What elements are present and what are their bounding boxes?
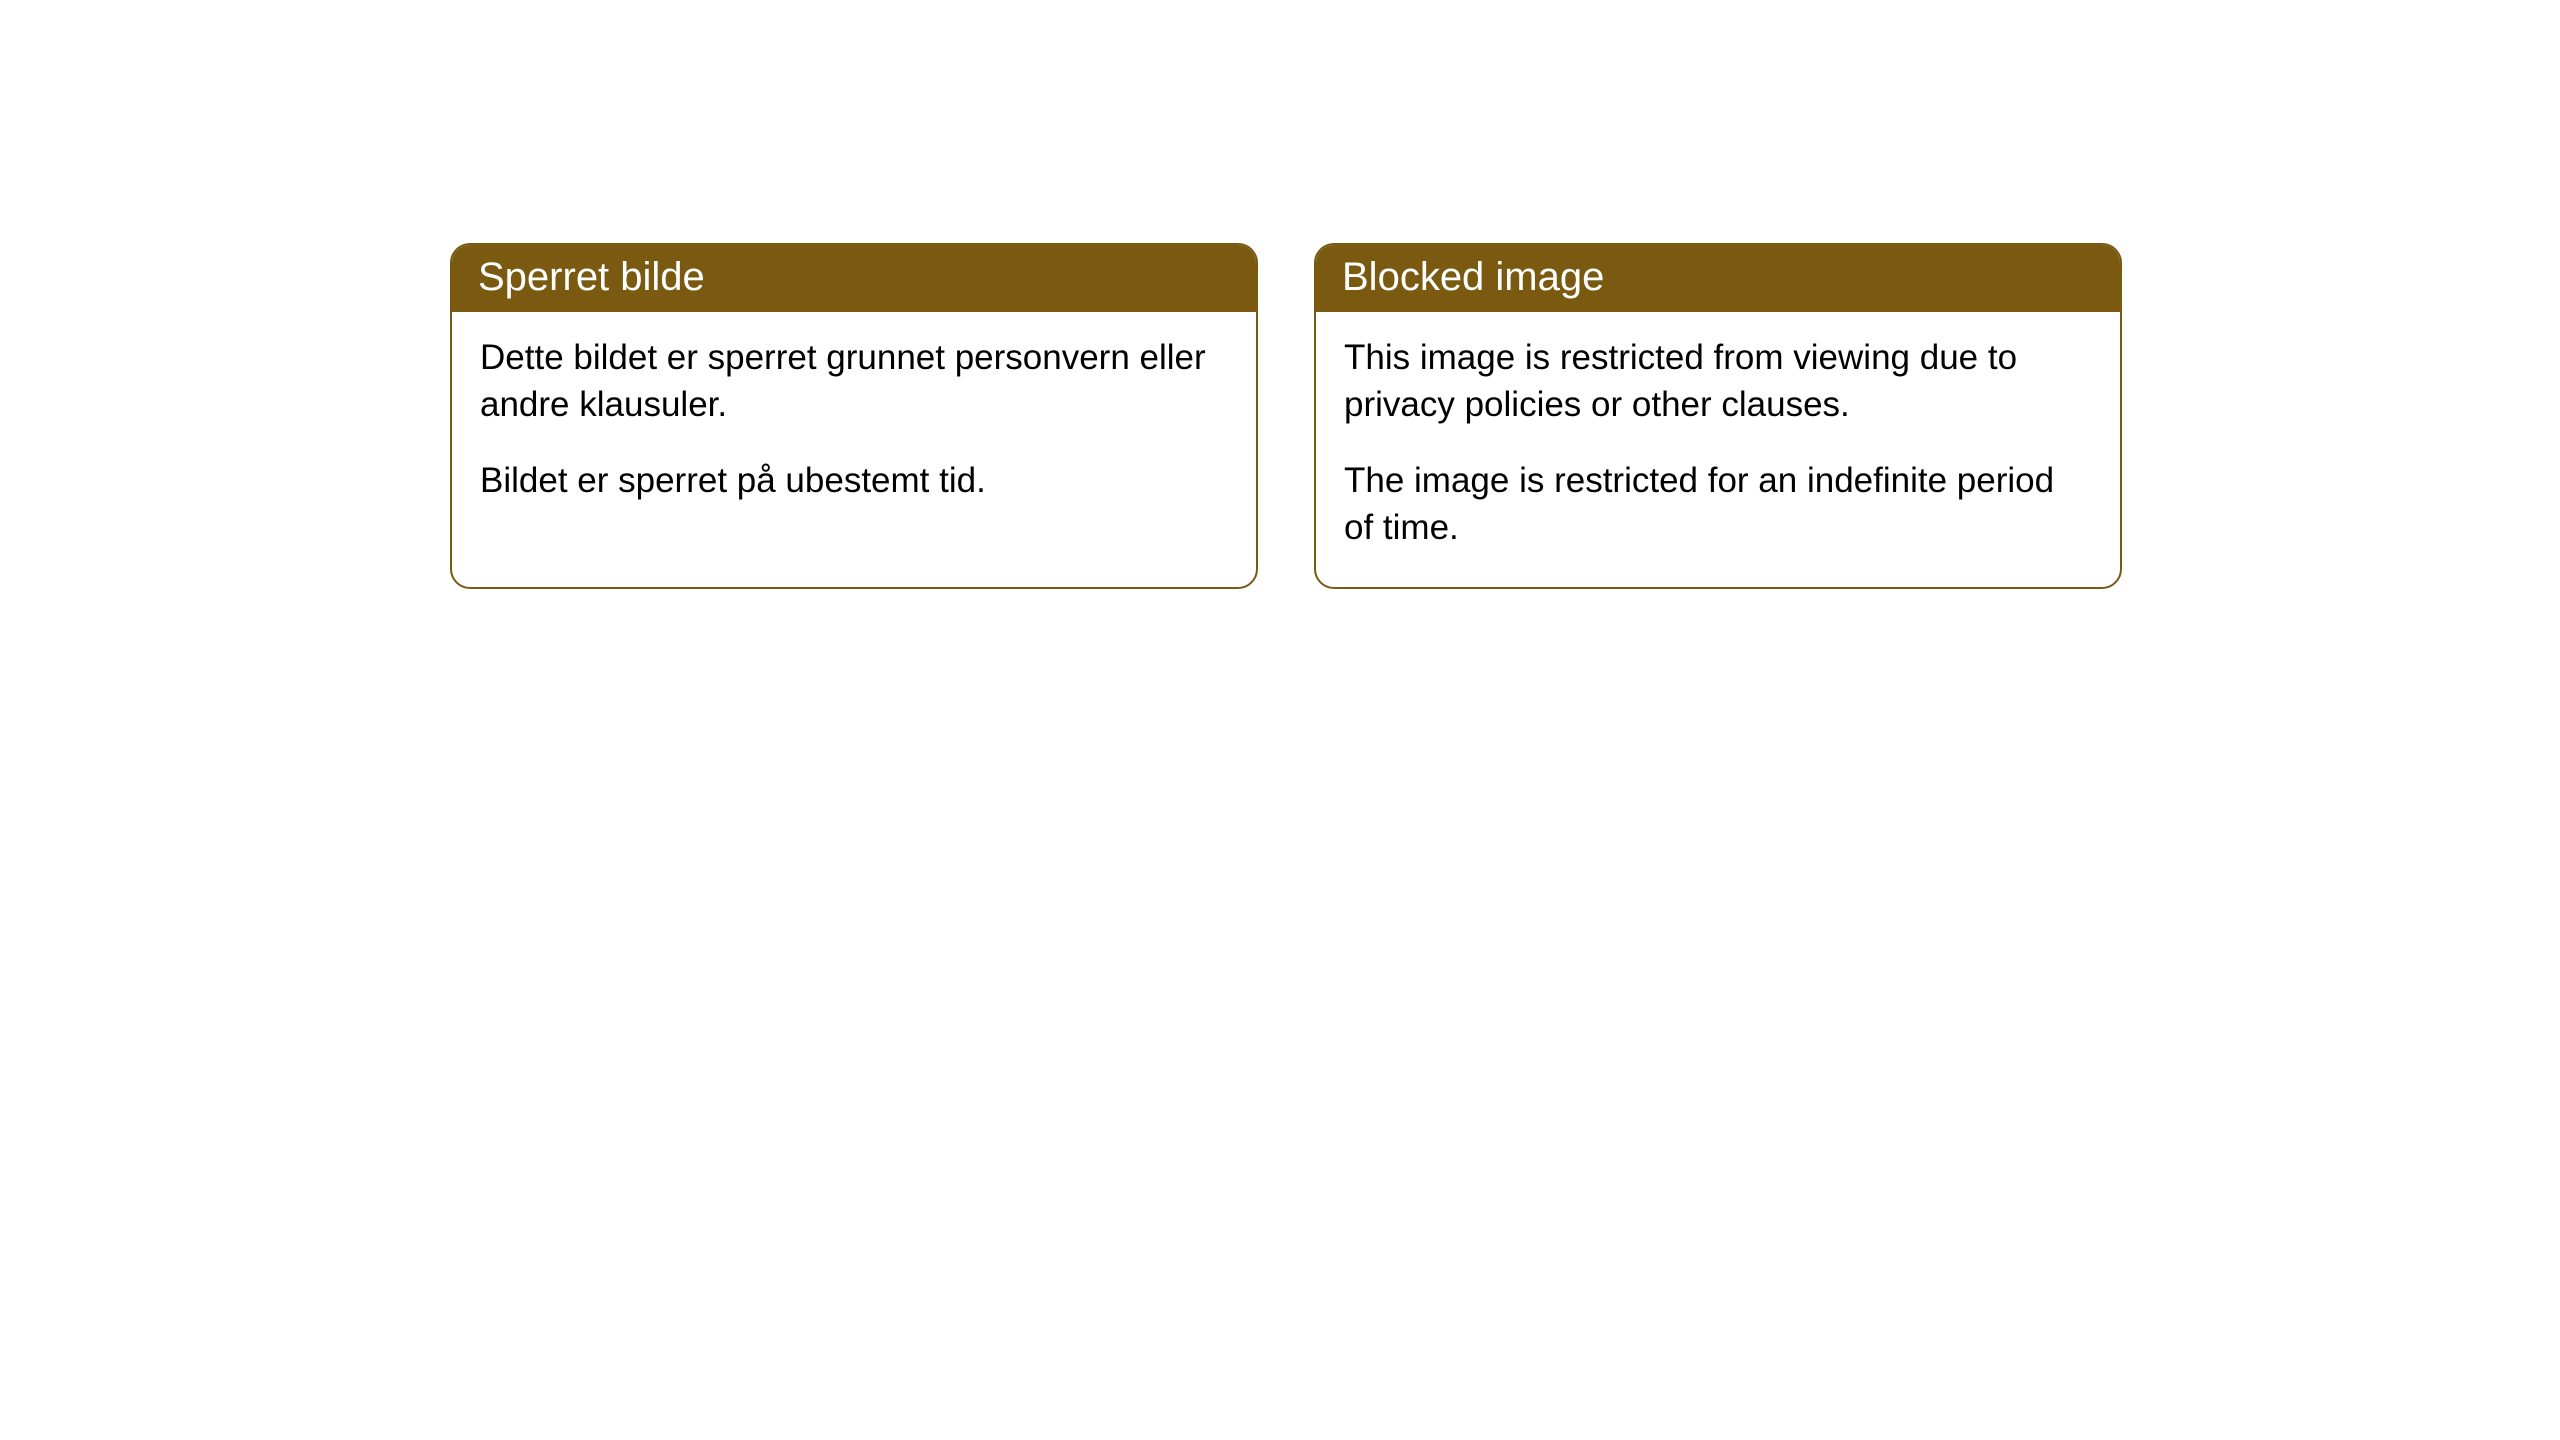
card-paragraph-1: Dette bildet er sperret grunnet personve… (480, 334, 1228, 429)
card-paragraph-1: This image is restricted from viewing du… (1344, 334, 2092, 429)
card-paragraph-2: Bildet er sperret på ubestemt tid. (480, 457, 1228, 504)
card-paragraph-2: The image is restricted for an indefinit… (1344, 457, 2092, 552)
card-header: Blocked image (1316, 245, 2120, 312)
blocked-image-card-norwegian: Sperret bilde Dette bildet er sperret gr… (450, 243, 1258, 589)
cards-container: Sperret bilde Dette bildet er sperret gr… (450, 243, 2122, 589)
blocked-image-card-english: Blocked image This image is restricted f… (1314, 243, 2122, 589)
card-body: Dette bildet er sperret grunnet personve… (452, 312, 1256, 540)
card-header: Sperret bilde (452, 245, 1256, 312)
card-body: This image is restricted from viewing du… (1316, 312, 2120, 587)
